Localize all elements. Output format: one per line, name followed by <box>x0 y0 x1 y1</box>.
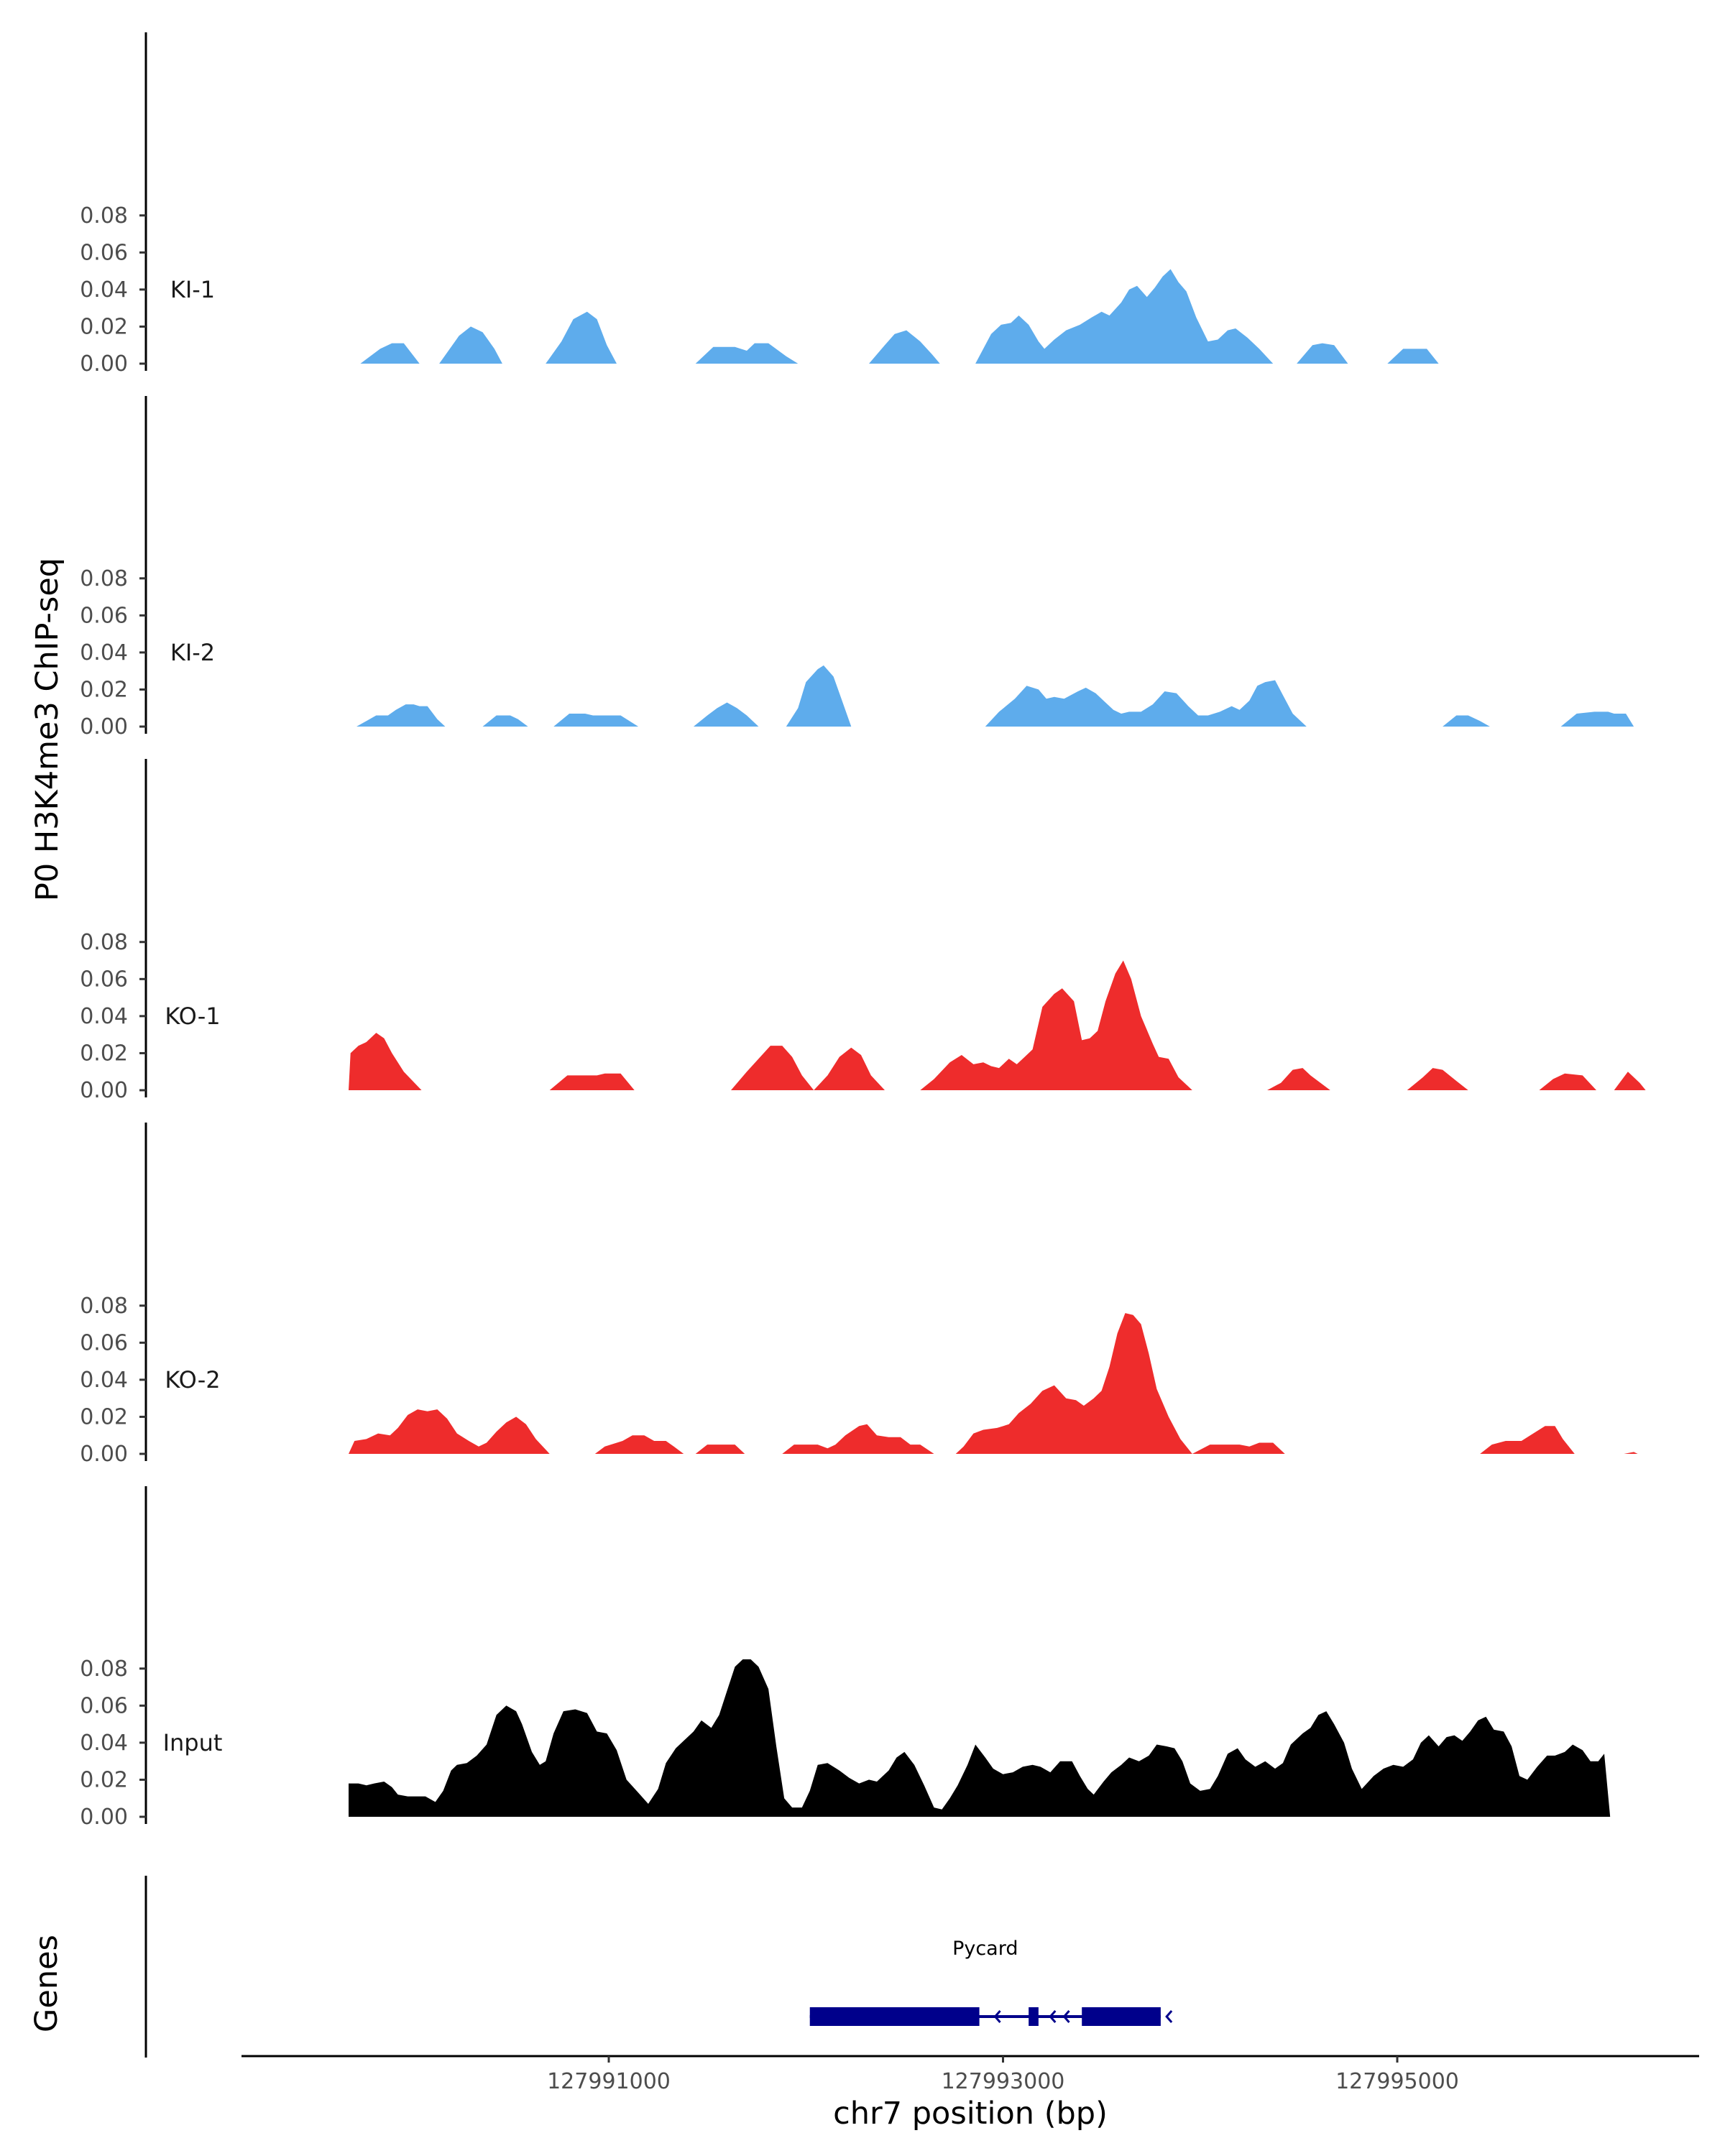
gene-exon <box>1082 2007 1161 2026</box>
y-tick-label: 0.02 <box>80 677 128 702</box>
track-ki-1: 0.00 0.02 0.04 0.06 0.08 KI-1 <box>80 32 1439 377</box>
track-label: KI-1 <box>170 276 215 303</box>
y-tick-label: 0.08 <box>80 930 128 955</box>
y-tick-label: 0.02 <box>80 1041 128 1066</box>
y-tick-label: 0.08 <box>80 1657 128 1682</box>
signal-area-ki-1 <box>360 269 1439 364</box>
y-tick-label: 0.00 <box>80 1078 128 1103</box>
y-tick-label: 0.04 <box>80 1368 128 1393</box>
strand-arrow-icon <box>1049 2010 1057 2023</box>
y-tick-label: 0.02 <box>80 1404 128 1429</box>
x-tick-label: 127995000 <box>1335 2069 1459 2094</box>
y-tick-label: 0.04 <box>80 277 128 303</box>
y-tick-label: 0.08 <box>80 566 128 591</box>
y-tick-label: 0.08 <box>80 203 128 229</box>
track-ko-2: 0.00 0.02 0.04 0.06 0.08 KO-2 <box>80 1123 1638 1467</box>
strand-arrow-icon <box>1062 2010 1070 2023</box>
y-tick-label: 0.04 <box>80 640 128 665</box>
track-label: Input <box>163 1729 223 1756</box>
x-tick-label: 127993000 <box>942 2069 1065 2094</box>
y-tick-label: 0.06 <box>80 967 128 992</box>
x-axis-title: chr7 position (bp) <box>833 2096 1108 2132</box>
y-tick-label: 0.06 <box>80 1330 128 1355</box>
track-label: KI-2 <box>170 639 215 666</box>
y-tick-label: 0.04 <box>80 1004 128 1029</box>
track-label: KO-2 <box>165 1366 220 1393</box>
x-axis: 127991000 127993000 127995000 <box>242 2055 1699 2094</box>
y-tick-label: 0.06 <box>80 1693 128 1718</box>
track-ko-1: 0.00 0.02 0.04 0.06 0.08 KO-1 <box>80 759 1646 1103</box>
y-tick-label: 0.00 <box>80 1442 128 1467</box>
strand-arrow-icon <box>993 2010 1001 2023</box>
y-tick-label: 0.08 <box>80 1294 128 1319</box>
y-tick-label: 0.02 <box>80 1767 128 1792</box>
strand-arrow-icon <box>1165 2010 1173 2023</box>
y-tick-label: 0.00 <box>80 1805 128 1830</box>
gene-exon <box>1029 2007 1039 2026</box>
genes-track-title: Genes <box>29 1935 65 2032</box>
y-tick-label: 0.00 <box>80 714 128 740</box>
gene-model <box>809 2007 1173 2026</box>
y-tick-label: 0.06 <box>80 603 128 628</box>
y-tick-label: 0.02 <box>80 314 128 339</box>
track-label: KO-1 <box>165 1003 220 1030</box>
x-tick-label: 127991000 <box>547 2069 671 2094</box>
track-ki-2: 0.00 0.02 0.04 0.06 0.08 KI-2 <box>80 396 1634 740</box>
y-tick-label: 0.04 <box>80 1731 128 1756</box>
tracks: 0.00 0.02 0.04 0.06 0.08 KI-1 0.00 0.02 0.04 0.06… <box>80 32 1646 1830</box>
y-axis-title: P0 H3K4me3 ChIP-seq <box>29 558 65 901</box>
gene-exon <box>809 2007 980 2026</box>
track-input: 0.00 0.02 0.04 0.06 0.08 Input <box>80 1486 1611 1830</box>
y-tick-label: 0.00 <box>80 351 128 377</box>
y-tick-label: 0.06 <box>80 240 128 265</box>
gene-label: Pycard <box>952 1938 1018 1960</box>
genes-track: Genes Pycard <box>29 1876 1173 2058</box>
signal-area-input <box>349 1659 1611 1817</box>
